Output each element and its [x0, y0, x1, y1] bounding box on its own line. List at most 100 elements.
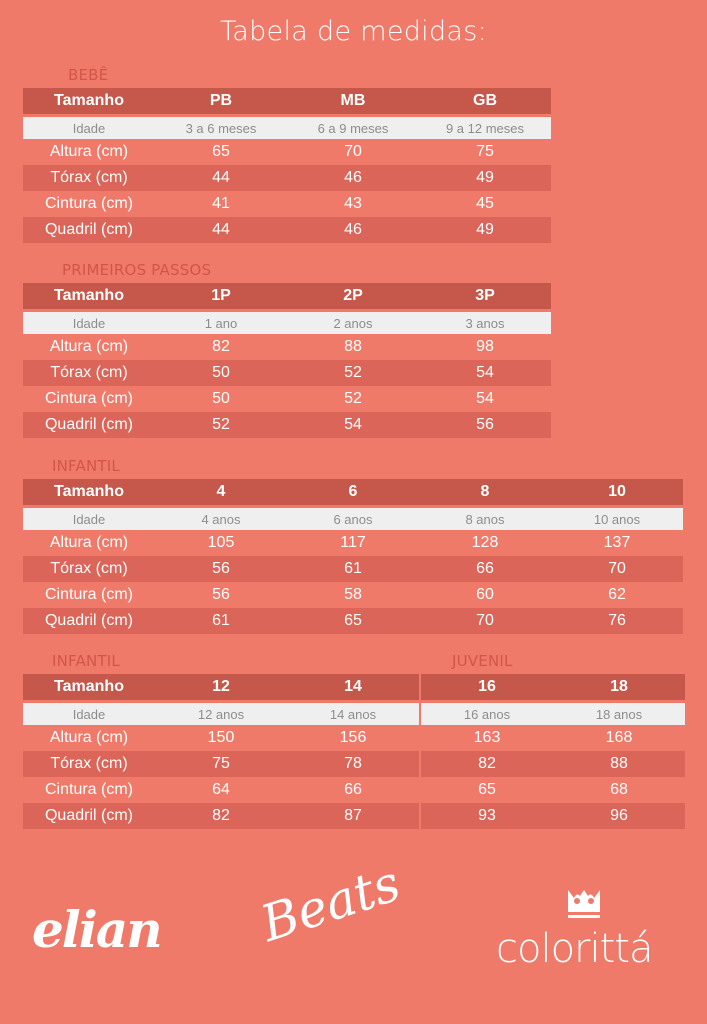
measure-row: Quadril (cm) 82 87 — [23, 803, 419, 829]
row-label: Altura (cm) — [49, 534, 129, 551]
table-cell: 66 — [344, 781, 362, 798]
measure-row: Tórax (cm) 44 46 49 — [23, 165, 551, 191]
row-label: Tamanho — [54, 287, 124, 304]
measure-row: Cintura (cm) 64 66 — [23, 777, 419, 803]
row-label: Quadril (cm) — [44, 221, 133, 238]
measure-row: Tórax (cm) 75 78 — [23, 751, 419, 777]
measure-row: Altura (cm) 105 117 128 137 — [23, 530, 683, 556]
table-cell: 44 — [212, 221, 230, 238]
row-label: Cintura (cm) — [44, 195, 133, 212]
table-cell: 96 — [610, 807, 628, 824]
table-cell: 3 a 6 meses — [185, 120, 257, 136]
row-label: Quadril (cm) — [44, 612, 133, 629]
row-label: Idade — [72, 120, 106, 136]
coloritta-logo: colorittá — [496, 926, 653, 972]
table-cell: 6 anos — [333, 511, 373, 527]
table-cell: 65 — [212, 143, 230, 160]
size-table: Tamanho PB MB GB Idade 3 a 6 meses 6 a 9 meses… — [23, 88, 551, 243]
table-cell: 61 — [344, 560, 362, 577]
table-cell: 16 anos — [463, 706, 511, 722]
measure-row: Altura (cm) 65 70 75 — [23, 139, 551, 165]
row-label: Altura (cm) — [49, 143, 129, 160]
table-cell: 54 — [344, 416, 362, 433]
table-cell: 56 — [476, 416, 494, 433]
measure-row: Tórax (cm) 56 61 66 70 — [23, 556, 683, 582]
table-cell: 61 — [212, 612, 230, 629]
row-label: Altura (cm) — [49, 338, 129, 355]
table-cell: 75 — [212, 755, 230, 772]
section-label: PRIMEIROS PASSOS — [62, 261, 212, 279]
table-cell: 41 — [212, 195, 230, 212]
section-label: JUVENIL — [452, 652, 513, 670]
measure-row: Quadril (cm) 61 65 70 76 — [23, 608, 683, 634]
table-cell: 70 — [476, 612, 494, 629]
page-title: Tabela de medidas: — [219, 16, 488, 47]
section-label: INFANTIL — [52, 457, 120, 475]
row-label: Altura (cm) — [49, 729, 129, 746]
table-cell: 50 — [212, 364, 230, 381]
table-cell: 75 — [476, 143, 494, 160]
row-label: Tórax (cm) — [50, 755, 128, 772]
table-cell: 56 — [212, 586, 230, 603]
table-cell: 98 — [476, 338, 494, 355]
table-cell: 3P — [475, 287, 495, 304]
table-cell: 4 — [216, 483, 226, 500]
table-cell: 88 — [344, 338, 362, 355]
header-row: Tamanho 1P 2P 3P — [23, 283, 551, 309]
table-cell: 163 — [473, 729, 501, 746]
table-cell: 65 — [344, 612, 362, 629]
table-cell: 10 — [608, 483, 626, 500]
section-label: INFANTIL — [52, 652, 120, 670]
measure-row: Quadril (cm) 44 46 49 — [23, 217, 551, 243]
measure-row: Quadril (cm) 52 54 56 — [23, 412, 551, 438]
table-cell: 54 — [476, 390, 494, 407]
table-cell: 9 a 12 meses — [445, 120, 525, 136]
row-label: Tamanho — [54, 92, 124, 109]
table-cell: 56 — [212, 560, 230, 577]
row-label: Tamanho — [54, 678, 124, 695]
table-cell: 46 — [344, 221, 362, 238]
table-cell: 18 anos — [595, 706, 643, 722]
table-cell: MB — [340, 92, 366, 109]
elian-logo: elian — [32, 900, 163, 959]
table-cell: 12 — [212, 678, 230, 695]
table-cell: 54 — [476, 364, 494, 381]
table-cell: 43 — [344, 195, 362, 212]
measure-row: Tórax (cm) 50 52 54 — [23, 360, 551, 386]
table-cell: 6 — [348, 483, 358, 500]
table-cell: 78 — [344, 755, 362, 772]
table-cell: 18 — [610, 678, 628, 695]
table-cell: 128 — [471, 534, 499, 551]
table-cell: 66 — [476, 560, 494, 577]
measure-row: 163 168 — [421, 725, 685, 751]
size-table: Tamanho 1P 2P 3P Idade 1 ano 2 anos 3 anos Altur… — [23, 283, 551, 438]
table-cell: 45 — [476, 195, 494, 212]
age-row: Idade 12 anos 14 anos — [23, 703, 419, 725]
table-cell: 58 — [344, 586, 362, 603]
row-label: Idade — [72, 511, 106, 527]
table-cell: 82 — [212, 807, 230, 824]
table-cell: 12 anos — [197, 706, 245, 722]
table-cell: 60 — [476, 586, 494, 603]
table-cell: 3 anos — [465, 315, 505, 331]
table-cell: 87 — [344, 807, 362, 824]
measure-row: 82 88 — [421, 751, 685, 777]
table-cell: 8 — [480, 483, 490, 500]
table-cell: 4 anos — [201, 511, 241, 527]
age-row: 16 anos 18 anos — [421, 703, 685, 725]
row-label: Cintura (cm) — [44, 586, 133, 603]
row-label: Tórax (cm) — [50, 560, 128, 577]
table-cell: 14 anos — [329, 706, 377, 722]
row-label: Quadril (cm) — [44, 416, 133, 433]
table-cell: 49 — [476, 169, 494, 186]
table-cell: 82 — [478, 755, 496, 772]
table-cell: 8 anos — [465, 511, 505, 527]
row-label: Quadril (cm) — [44, 807, 133, 824]
table-cell: 52 — [344, 390, 362, 407]
table-cell: 2 anos — [333, 315, 373, 331]
size-table: Tamanho 12 14 Idade 12 anos 14 anos Altura (cm… — [23, 674, 419, 829]
row-label: Idade — [72, 706, 106, 722]
table-cell: 150 — [207, 729, 235, 746]
table-cell: 156 — [339, 729, 367, 746]
measure-row: Cintura (cm) 41 43 45 — [23, 191, 551, 217]
